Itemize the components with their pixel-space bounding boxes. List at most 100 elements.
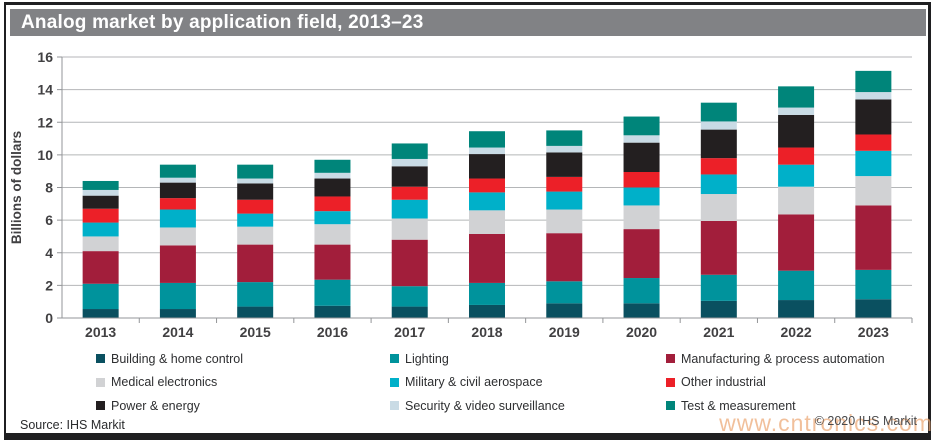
x-category-label: 2013 [85, 324, 116, 340]
legend-label: Other industrial [681, 375, 766, 390]
bar-segment-security-video-surveillance [82, 189, 119, 196]
bar-segment-lighting [855, 269, 892, 300]
legend-label: Military & civil aerospace [405, 375, 543, 390]
bar-segment-medical-electronics [623, 205, 660, 230]
bar-segment-building-home-control [855, 299, 892, 318]
watermark: www.cntronics.com [719, 410, 933, 436]
bar-segment-test-measurement [778, 86, 815, 108]
legend-label: Test & measurement [681, 398, 796, 413]
legend-swatch-building-home-control [96, 354, 105, 364]
chart-title: Analog market by application field, 2013… [21, 11, 424, 33]
x-category-label: 2020 [626, 324, 657, 340]
x-category-label: 2023 [858, 324, 889, 340]
x-category-label: 2021 [703, 324, 734, 340]
bar-segment-medical-electronics [314, 224, 351, 245]
bar-segment-lighting [469, 282, 505, 305]
bar-segment-other-industrial [700, 158, 737, 175]
bar-segment-lighting [391, 286, 428, 307]
bar-segment-security-video-surveillance [314, 172, 351, 179]
bar-segment-test-measurement [314, 159, 351, 173]
bar-segment-security-video-surveillance [778, 107, 815, 115]
bar-segment-power-energy [237, 183, 274, 200]
bar-segment-military-civil-aerospace [546, 191, 583, 210]
bar-segment-building-home-control [778, 300, 815, 318]
bar-segment-power-energy [159, 182, 196, 199]
y-tick-label: 4 [45, 245, 53, 261]
bar-segment-test-measurement [469, 131, 505, 148]
bar-segment-other-industrial [82, 208, 119, 223]
legend-item-security-video-surveillance: Security & video surveillance [390, 399, 666, 413]
bar-segment-manufacturing-process-automation [82, 251, 119, 284]
bar-segment-building-home-control [237, 306, 274, 318]
bar-segment-medical-electronics [855, 176, 892, 206]
legend-item-power-energy: Power & energy [96, 399, 390, 413]
bar-segment-test-measurement [391, 143, 428, 159]
bar-segment-military-civil-aerospace [314, 211, 351, 225]
legend-item-other-industrial: Other industrial [666, 375, 885, 389]
bar-segment-manufacturing-process-automation [469, 233, 505, 283]
bar-segment-power-energy [314, 178, 351, 197]
bar-segment-military-civil-aerospace [700, 174, 737, 195]
bar-segment-power-energy [82, 195, 119, 209]
bar-segment-building-home-control [623, 303, 660, 318]
bar-segment-test-measurement [855, 70, 892, 93]
bar-segment-power-energy [778, 114, 815, 148]
bar-segment-manufacturing-process-automation [623, 229, 660, 279]
bar-segment-medical-electronics [469, 210, 505, 234]
bar-segment-test-measurement [623, 116, 660, 136]
bar-segment-test-measurement [546, 130, 583, 146]
bar-segment-security-video-surveillance [700, 121, 737, 130]
bar-segment-security-video-surveillance [855, 92, 892, 100]
legend-swatch-security-video-surveillance [390, 401, 399, 411]
bar-segment-medical-electronics [778, 186, 815, 215]
bar-segment-lighting [237, 282, 274, 307]
bar-segment-military-civil-aerospace [159, 209, 196, 228]
bar-segment-power-energy [623, 142, 660, 173]
legend-label: Medical electronics [111, 375, 218, 390]
bar-segment-manufacturing-process-automation [159, 245, 196, 283]
bar-segment-medical-electronics [237, 226, 274, 245]
bar-segment-building-home-control [469, 304, 505, 318]
legend-swatch-manufacturing-process-automation [666, 354, 675, 364]
bar-segment-manufacturing-process-automation [855, 205, 892, 270]
legend-swatch-other-industrial [666, 377, 675, 387]
bar-segment-medical-electronics [159, 227, 196, 246]
bar-segment-lighting [159, 282, 196, 310]
y-tick-label: 14 [37, 82, 53, 98]
bar-segment-test-measurement [159, 164, 196, 178]
bar-segment-power-energy [469, 154, 505, 179]
bar-segment-military-civil-aerospace [82, 222, 119, 237]
bar-segment-lighting [778, 270, 815, 301]
bar-segment-building-home-control [159, 309, 196, 318]
bar-segment-other-industrial [546, 176, 583, 192]
legend-swatch-power-energy [96, 401, 105, 411]
bar-segment-medical-electronics [546, 209, 583, 234]
bar-segment-security-video-surveillance [391, 158, 428, 167]
bar-segment-building-home-control [82, 309, 119, 318]
legend-swatch-military-civil-aerospace [390, 377, 399, 387]
bar-segment-other-industrial [237, 199, 274, 214]
bar-segment-military-civil-aerospace [237, 213, 274, 227]
bar-segment-test-measurement [82, 180, 119, 190]
bar-segment-military-civil-aerospace [855, 150, 892, 177]
bar-segment-military-civil-aerospace [469, 192, 505, 211]
bar-segment-power-energy [855, 99, 892, 135]
legend-label: Security & video surveillance [405, 398, 565, 413]
stacked-bar-chart: 2013 2014 2015 2016 2017 2018 2019 2020 2021 2022… [9, 49, 913, 340]
bar-segment-power-energy [700, 129, 737, 159]
chart-legend: Building & home control Lighting Manufactu… [96, 347, 885, 418]
legend-item-military-civil-aerospace: Military & civil aerospace [390, 375, 666, 389]
bar-segment-medical-electronics [700, 194, 737, 221]
legend-item-lighting: Lighting [390, 352, 666, 366]
x-category-label: 2018 [471, 324, 502, 340]
bar-segment-other-industrial [314, 196, 351, 212]
legend-item-building-home-control: Building & home control [96, 352, 390, 366]
bar-segment-test-measurement [237, 164, 274, 179]
bar-segment-military-civil-aerospace [623, 187, 660, 206]
bar-segment-other-industrial [855, 134, 892, 151]
bar-segment-security-video-surveillance [546, 145, 583, 153]
bar-segment-security-video-surveillance [159, 177, 196, 183]
bar-segment-manufacturing-process-automation [546, 233, 583, 282]
legend-label: Manufacturing & process automation [681, 351, 885, 366]
